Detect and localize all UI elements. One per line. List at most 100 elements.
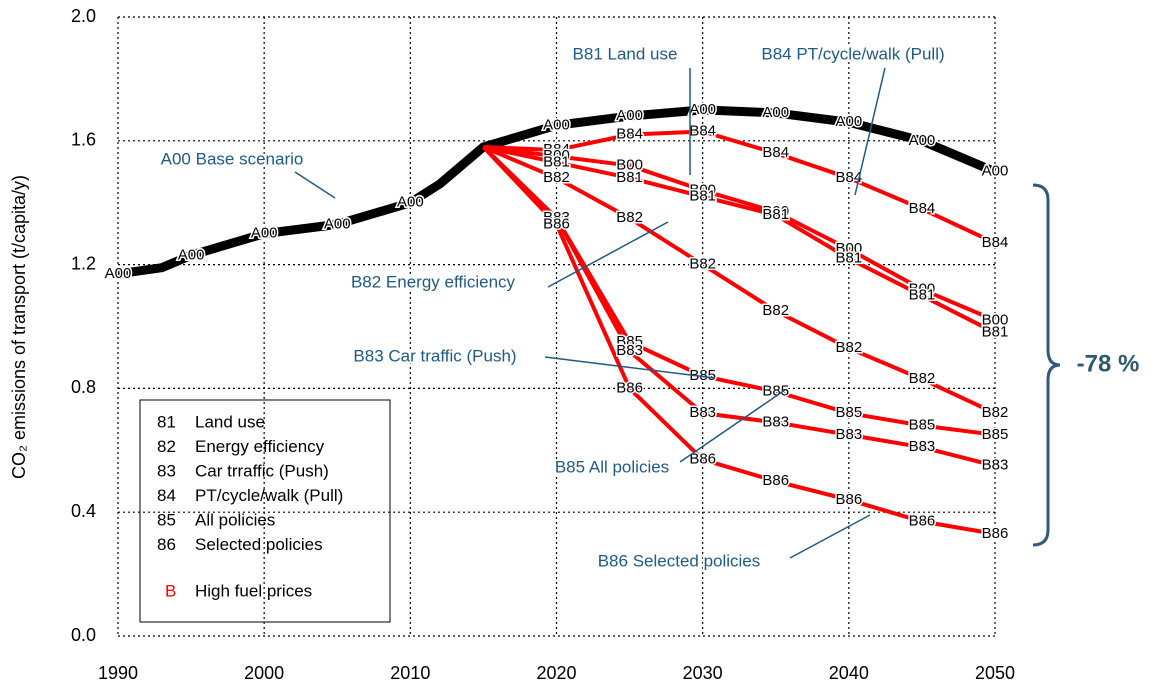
series-label: B00 [543, 147, 570, 164]
annotation: A00 Base scenario [161, 149, 304, 168]
legend-text: High fuel prices [195, 581, 312, 600]
series-label: B83 [616, 342, 643, 359]
series-label: B81 [835, 249, 862, 266]
annotation: B84 PT/cycle/walk (Pull) [761, 44, 944, 63]
legend-code: 83 [157, 461, 176, 480]
y-tick-label: 2.0 [71, 6, 96, 26]
y-tick-label: 1.6 [71, 130, 96, 150]
series-label: B86 [689, 451, 716, 468]
legend-code: 84 [157, 486, 176, 505]
legend-code: 85 [157, 510, 176, 529]
series-label: A00 [616, 107, 643, 124]
series-label: B85 [689, 367, 716, 384]
series-label: B83 [835, 426, 862, 443]
series-label: B84 [689, 122, 716, 139]
leader-line [854, 67, 886, 196]
legend-text: All policies [195, 510, 275, 529]
series-label: B81 [762, 206, 789, 223]
series-line [483, 145, 996, 323]
legend-text: Land use [195, 412, 265, 431]
annotation: B83 Car traffic (Push) [353, 346, 516, 365]
series-label: B81 [543, 153, 570, 170]
series-label: A00 [909, 132, 936, 149]
series-label: B82 [982, 404, 1009, 421]
series-label: A00 [689, 101, 716, 118]
series-label: A00 [543, 116, 570, 133]
series-line [117, 105, 997, 279]
series-label: B00 [835, 240, 862, 257]
series-label: B83 [689, 404, 716, 421]
series-label: B82 [909, 370, 936, 387]
annotation: B81 Land use [573, 44, 678, 63]
series-label: B82 [543, 169, 570, 186]
series-line [481, 145, 996, 536]
series-line [482, 145, 996, 468]
leader-line [679, 389, 786, 463]
annotation: -78 % [1077, 350, 1140, 377]
series-label: B83 [762, 413, 789, 430]
series-label: B82 [835, 339, 862, 356]
series-label: B84 [762, 144, 789, 161]
series-label: B83 [909, 438, 936, 455]
legend-text: Energy efficiency [195, 437, 325, 456]
series-label: B82 [689, 256, 716, 273]
series-label: B81 [982, 324, 1009, 341]
series-label: B86 [762, 472, 789, 489]
series-line [482, 145, 996, 415]
x-tick-label: 2000 [244, 663, 284, 683]
series-label: B84 [616, 126, 643, 143]
brace [1032, 183, 1061, 547]
series-label: B81 [689, 187, 716, 204]
legend-box [139, 399, 391, 623]
y-tick-label: 0.8 [71, 377, 96, 397]
legend-code: B [165, 581, 176, 600]
series-label: B85 [762, 382, 789, 399]
series-label: B85 [616, 333, 643, 350]
series-label: B83 [982, 457, 1009, 474]
legend-text: PT/cycle/walk (Pull) [195, 486, 343, 505]
series-label: A00 [835, 113, 862, 130]
series-label: B84 [982, 234, 1009, 251]
series-line [483, 129, 996, 245]
leader-line [294, 171, 336, 199]
y-tick-label: 0.4 [71, 501, 96, 521]
annotation: B82 Energy efficiency [351, 272, 516, 291]
series-label: A00 [105, 265, 132, 282]
leader-line [789, 514, 871, 559]
series-label: B82 [616, 209, 643, 226]
series-label: B00 [909, 280, 936, 297]
series-label: B84 [909, 200, 936, 217]
series-label: B81 [616, 169, 643, 186]
series-label: A00 [251, 225, 278, 242]
x-tick-label: 2030 [683, 663, 723, 683]
series-label: B00 [689, 181, 716, 198]
series-label: B00 [982, 311, 1009, 328]
series-label: B86 [543, 215, 570, 232]
series-label: B86 [616, 379, 643, 396]
x-tick-label: 2010 [390, 663, 430, 683]
y-tick-label: 0.0 [71, 625, 96, 645]
series-label: B84 [835, 169, 862, 186]
legend-code: 81 [157, 412, 176, 431]
leader-line [547, 221, 669, 288]
series-label: B00 [762, 203, 789, 220]
x-tick-label: 2040 [829, 663, 869, 683]
series-label: B00 [616, 157, 643, 174]
series-label: B81 [909, 287, 936, 304]
series-label: B86 [909, 512, 936, 529]
x-tick-label: 2050 [975, 663, 1015, 683]
series-label: A00 [762, 104, 789, 121]
annotation: B86 Selected policies [598, 551, 761, 570]
annotation: B85 All policies [555, 457, 669, 476]
series-label: B83 [543, 209, 570, 226]
y-axis-label: CO₂ emissions of transport (t/capita/y) [9, 175, 29, 479]
series-label: A00 [178, 246, 205, 263]
legend-code: 82 [157, 437, 176, 456]
x-tick-label: 2020 [536, 663, 576, 683]
series-label: B82 [762, 302, 789, 319]
series-label: A00 [324, 215, 351, 232]
legend-code: 86 [157, 535, 176, 554]
series-line [483, 145, 996, 335]
series-label: A00 [397, 194, 424, 211]
